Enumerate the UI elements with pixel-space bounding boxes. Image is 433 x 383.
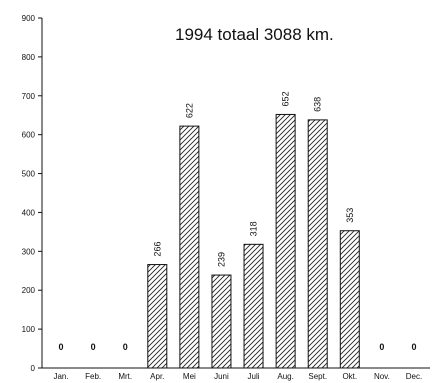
bar-aug [275,113,296,369]
x-tick-label: Feb. [85,372,101,381]
y-tick-label: 800 [22,53,36,62]
x-tick-label: Sept. [308,372,327,381]
x-tick-label: Okt. [342,372,357,381]
chart-subtitle: 1994 totaal 3088 km. [175,25,334,44]
value-label: 0 [379,342,384,352]
value-label: 652 [281,91,291,106]
bar-juni [211,274,232,369]
value-label: 353 [345,208,355,223]
y-tick-label: 100 [22,325,36,334]
y-tick-label: 700 [22,92,36,101]
x-tick-label: Mrt. [118,372,132,381]
bars [147,113,360,369]
y-tick-label: 400 [22,208,36,217]
bar-okt [339,230,360,369]
bar-juli [243,243,264,369]
value-label: 0 [411,342,416,352]
value-labels: 0 0 0 266 622 239 318 652 638 353 0 0 [59,91,417,352]
bar-sept [307,119,328,369]
bar-apr [147,264,168,369]
y-tick-label: 300 [22,247,36,256]
x-tick-label: Jan. [53,372,68,381]
y-tick-label: 500 [22,170,36,179]
value-label: 638 [313,97,323,112]
y-tick-label: 900 [22,14,36,23]
x-tick-label: Mei [183,372,196,381]
y-axis-ticks: 0 100 200 300 400 500 600 700 800 900 [22,14,42,373]
x-axis-labels: Jan. Feb. Mrt. Apr. Mei Juni Juli Aug. Sept. Okt.… [53,372,422,381]
x-tick-label: Dec. [406,372,422,381]
value-label: 318 [249,221,259,236]
value-label: 0 [91,342,96,352]
value-label: 0 [123,342,128,352]
x-tick-label: Nov. [374,372,390,381]
value-label: 0 [59,342,64,352]
y-tick-label: 200 [22,286,36,295]
value-label: 239 [216,252,226,267]
y-tick-label: 0 [31,364,36,373]
bar-mei [179,125,200,369]
y-tick-label: 600 [22,131,36,140]
x-tick-label: Juni [214,372,229,381]
x-tick-label: Aug. [277,372,293,381]
x-tick-label: Juli [248,372,260,381]
value-label: 266 [152,242,162,257]
x-tick-label: Apr. [150,372,164,381]
value-label: 622 [184,103,194,118]
